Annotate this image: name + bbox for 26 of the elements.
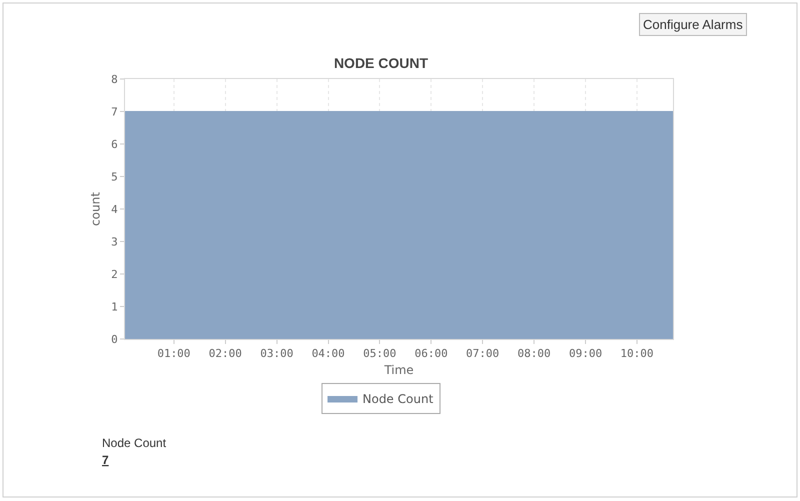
text: Configure Alarms: [643, 17, 744, 32]
x-tick-label: 07:00: [466, 347, 500, 360]
y-tick-label: 8: [111, 72, 118, 86]
x-axis-title: Time: [383, 363, 414, 378]
x-tick-label: 09:00: [568, 347, 602, 360]
text: 7: [102, 453, 109, 467]
x-tick-label: 10:00: [620, 347, 654, 360]
chart-title: NODE COUNT: [334, 54, 428, 71]
y-tick-label: 0: [111, 332, 118, 346]
text: Node Count: [102, 436, 167, 450]
y-axis-title: count: [88, 192, 102, 226]
legend-label: Node Count: [362, 392, 434, 406]
y-tick-label: 3: [111, 235, 118, 248]
x-tick-label: 08:00: [518, 347, 551, 360]
x-tick-label: 02:00: [208, 347, 242, 360]
y-tick-label: 4: [111, 202, 118, 216]
y-tick-label: 6: [111, 138, 118, 151]
x-tick-label: 01:00: [157, 347, 190, 360]
x-tick-label: 05:00: [363, 347, 396, 360]
y-tick-label: 1: [111, 300, 118, 314]
y-tick-label: 7: [111, 105, 118, 118]
y-tick-label: 5: [111, 170, 118, 184]
x-tick-label: 06:00: [414, 347, 448, 360]
x-tick-label: 03:00: [260, 347, 294, 360]
y-tick-label: 2: [111, 268, 118, 281]
x-tick-label: 04:00: [312, 347, 345, 360]
